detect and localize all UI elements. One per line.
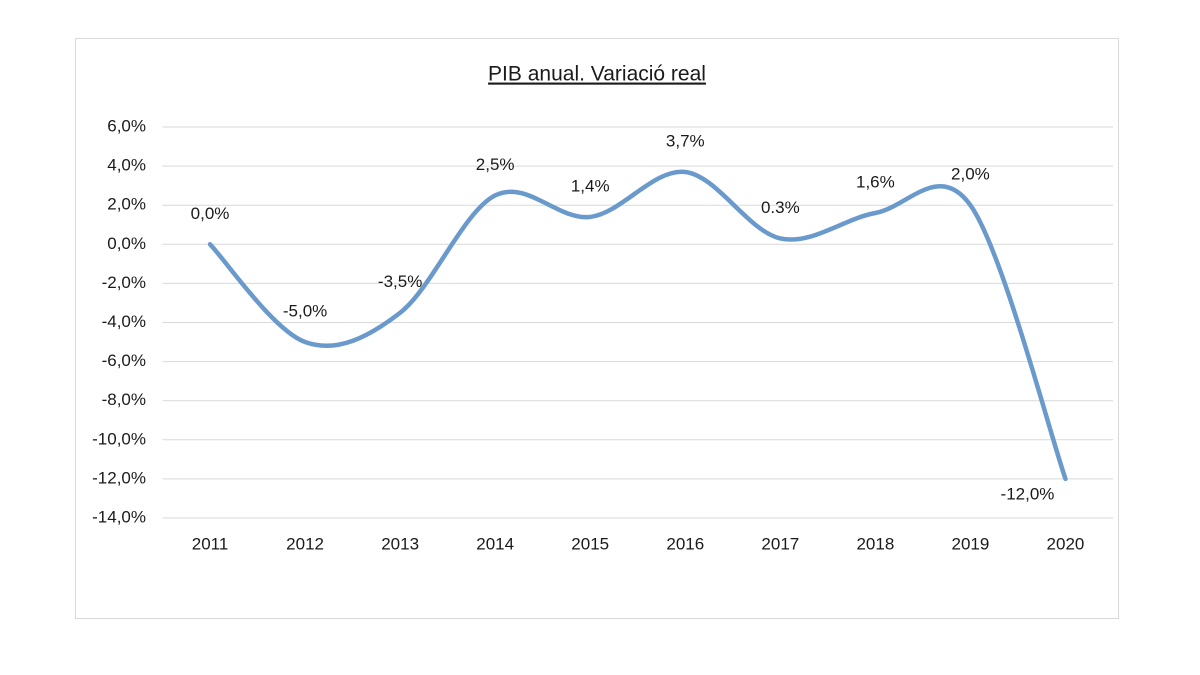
x-tick-label: 2018 <box>856 534 894 553</box>
x-tick-label: 2016 <box>666 534 704 553</box>
data-label: 1,6% <box>856 173 895 192</box>
x-tick-label: 2011 <box>192 534 229 553</box>
data-label: -5,0% <box>283 302 327 321</box>
x-tick-label: 2017 <box>761 534 799 553</box>
x-tick-label: 2019 <box>952 534 990 553</box>
data-label: 2,0% <box>951 165 990 184</box>
data-label: 0.3% <box>761 198 800 217</box>
line <box>207 169 1068 482</box>
data-label: 2,5% <box>476 155 515 174</box>
y-tick-label: -4,0% <box>102 312 146 331</box>
y-tick-label: 2,0% <box>107 195 146 214</box>
data-label: 1,4% <box>571 176 610 195</box>
y-tick-label: 6,0% <box>107 116 146 135</box>
y-tick-label: -8,0% <box>102 390 146 409</box>
y-tick-label: -14,0% <box>92 507 146 526</box>
y-tick-label: -10,0% <box>92 429 146 448</box>
y-tick-label: -6,0% <box>102 351 146 370</box>
x-tick-label: 2015 <box>571 534 609 553</box>
y-tick-label: 0,0% <box>107 234 146 253</box>
y-tick-label: -12,0% <box>92 468 146 487</box>
chart-title: PIB anual. Variació real <box>488 63 706 86</box>
x-tick-label: 2013 <box>381 534 419 553</box>
y-tick-label: -2,0% <box>102 273 146 292</box>
data-label: 3,7% <box>666 131 705 150</box>
data-label: -3,5% <box>378 272 422 291</box>
y-tick-label: 4,0% <box>107 156 146 175</box>
x-tick-label: 2020 <box>1047 534 1085 553</box>
x-tick-label: 2012 <box>286 534 324 553</box>
chart-frame <box>75 38 1119 619</box>
data-label: 0,0% <box>191 204 230 223</box>
data-label: -12,0% <box>1001 484 1055 503</box>
x-tick-label: 2014 <box>476 534 514 553</box>
